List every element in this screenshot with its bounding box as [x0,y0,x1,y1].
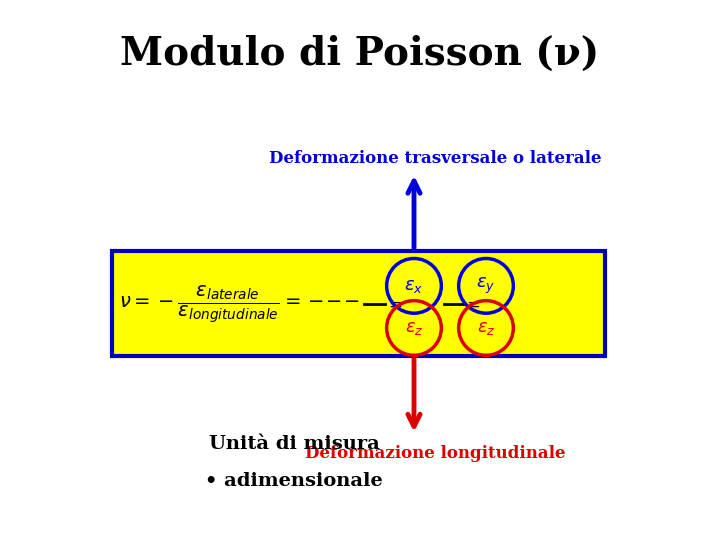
Text: Deformazione longitudinale: Deformazione longitudinale [305,446,566,462]
Text: Unità di misura: Unità di misura [209,435,379,453]
Text: • adimensionale: • adimensionale [205,472,383,490]
Text: $\varepsilon_z$: $\varepsilon_z$ [477,319,495,337]
Text: $\varepsilon_x$: $\varepsilon_x$ [405,277,423,295]
Text: Modulo di Poisson (ν): Modulo di Poisson (ν) [120,35,600,73]
Text: Deformazione trasversale o laterale: Deformazione trasversale o laterale [269,151,602,167]
FancyBboxPatch shape [112,251,605,356]
Text: $\varepsilon_y$: $\varepsilon_y$ [477,276,495,296]
Text: $\nu = -\dfrac{\varepsilon_{laterale}}{\varepsilon_{longitudinale}} = -\!\!-\!\!: $\nu = -\dfrac{\varepsilon_{laterale}}{\… [119,283,359,325]
Text: $=$: $=$ [385,295,402,312]
Text: $\varepsilon_z$: $\varepsilon_z$ [405,319,423,337]
Text: $=$: $=$ [463,295,480,312]
